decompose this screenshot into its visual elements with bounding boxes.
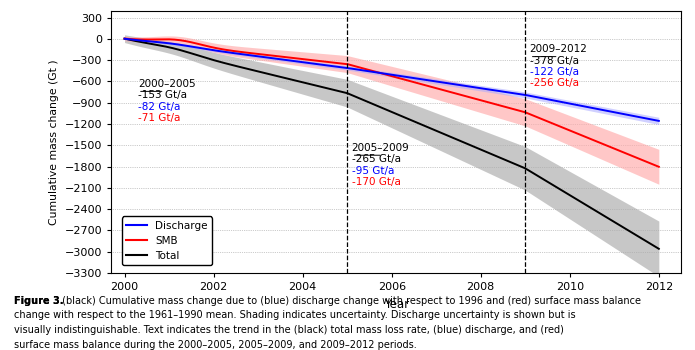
- Text: -95 Gt/a: -95 Gt/a: [352, 166, 394, 176]
- Text: -265 Gt/a: -265 Gt/a: [352, 154, 400, 164]
- Text: -153 Gt/a: -153 Gt/a: [138, 90, 187, 100]
- Text: Figure 3.: Figure 3.: [14, 296, 63, 306]
- Text: 2005–2009: 2005–2009: [352, 143, 409, 153]
- Text: 2000–2005: 2000–2005: [138, 79, 195, 89]
- Text: -256 Gt/a: -256 Gt/a: [530, 78, 579, 89]
- Text: surface mass balance during the 2000–2005, 2005–2009, and 2009–2012 periods.: surface mass balance during the 2000–200…: [14, 340, 416, 350]
- Text: Figure 3.: Figure 3.: [14, 296, 63, 306]
- Text: visually indistinguishable. Text indicates the trend in the (black) total mass l: visually indistinguishable. Text indicat…: [14, 325, 564, 335]
- Text: -170 Gt/a: -170 Gt/a: [352, 177, 400, 187]
- Text: -82 Gt/a: -82 Gt/a: [138, 102, 180, 112]
- X-axis label: Year: Year: [384, 298, 409, 310]
- Text: -122 Gt/a: -122 Gt/a: [530, 67, 579, 77]
- Text: (black) Cumulative mass change due to (blue) discharge change with respect to 19: (black) Cumulative mass change due to (b…: [59, 296, 641, 306]
- Text: change with respect to the 1961–1990 mean. Shading indicates uncertainty. Discha: change with respect to the 1961–1990 mea…: [14, 310, 575, 321]
- Text: 2009–2012: 2009–2012: [530, 44, 587, 54]
- Y-axis label: Cumulative mass change (Gt ): Cumulative mass change (Gt ): [49, 59, 59, 225]
- Legend: Discharge, SMB, Total: Discharge, SMB, Total: [122, 216, 212, 265]
- Text: -378 Gt/a: -378 Gt/a: [530, 56, 579, 66]
- Text: -71 Gt/a: -71 Gt/a: [138, 113, 180, 123]
